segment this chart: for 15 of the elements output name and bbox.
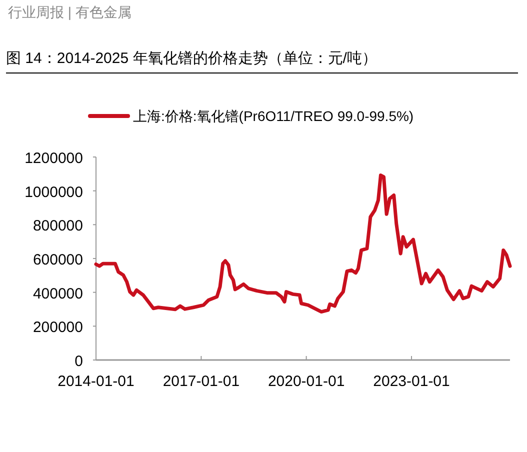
x-tick-label: 2017-01-01 [162, 373, 240, 390]
y-tick-label: 0 [74, 353, 83, 370]
y-tick-label: 200000 [32, 319, 83, 336]
legend-label: 上海:价格:氧化镨(Pr6O11/TREO 99.0-99.5%) [133, 108, 414, 124]
y-tick-label: 800000 [32, 218, 83, 235]
y-tick-label: 1200000 [24, 150, 83, 167]
x-tick-label: 2023-01-01 [373, 373, 450, 390]
y-tick-label: 400000 [32, 285, 83, 302]
y-tick-label: 1000000 [24, 184, 83, 201]
text: 行业周报 | 有色金属 [8, 4, 132, 20]
x-tick-label: 2014-01-01 [58, 373, 134, 390]
line-series [94, 174, 512, 314]
chart-title: 图 14：2014-2025 年氧化镨的价格走势（单位：元/吨） [6, 50, 377, 67]
x-tick-label: 2020-01-01 [268, 373, 345, 390]
y-tick-label: 600000 [32, 252, 83, 268]
